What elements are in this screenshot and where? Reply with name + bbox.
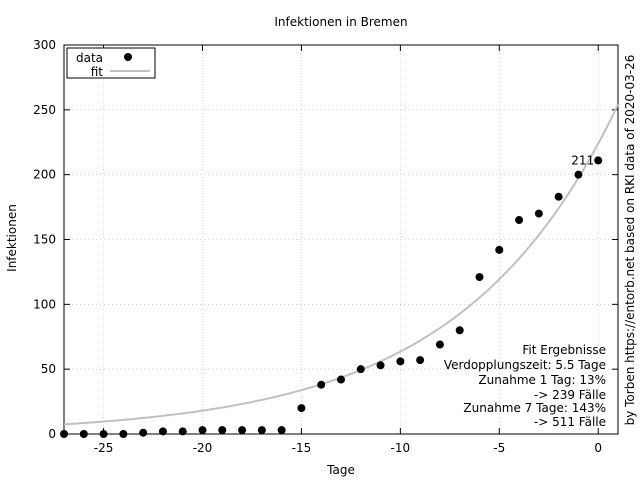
data-point [79, 430, 88, 438]
y-axis-ticks: 0 50 100 150 200 250 300 [33, 38, 618, 441]
y-tick-label: 50 [41, 362, 56, 376]
plot-frame [63, 44, 619, 435]
data-point [60, 430, 68, 438]
data-point [158, 427, 167, 436]
data-point [396, 357, 405, 366]
x-tick-label: -25 [94, 441, 114, 455]
legend-label-fit: fit [91, 65, 104, 79]
data-point [119, 430, 128, 438]
data-point [178, 427, 187, 436]
data-point [356, 365, 365, 374]
data-point [238, 426, 247, 435]
x-axis-label: Tage [326, 463, 355, 477]
x-tick-label: -5 [493, 441, 505, 455]
source-credit: by Torben https://entorb.net based on RK… [623, 55, 637, 426]
x-tick-label: -20 [193, 441, 213, 455]
data-point [376, 361, 385, 370]
x-tick-label: -10 [391, 441, 411, 455]
legend-label-data: data [76, 51, 103, 65]
data-point [534, 209, 543, 218]
data-point [277, 426, 286, 435]
y-tick-label: 0 [48, 427, 56, 441]
data-series [60, 156, 603, 438]
data-point [594, 156, 603, 165]
annotation-line-4: -> 239 Fälle [534, 388, 606, 402]
y-tick-label: 300 [33, 38, 56, 52]
y-tick-label: 100 [33, 297, 56, 311]
legend: data fit [66, 47, 156, 79]
data-point [139, 428, 148, 437]
y-axis-label: Infektionen [5, 204, 19, 272]
data-point [554, 192, 563, 201]
legend-box [66, 47, 156, 79]
y-tick-label: 200 [33, 168, 56, 182]
annotation-line-3: Zunahme 1 Tag: 13% [478, 373, 606, 387]
annotation-line-2: Verdopplungszeit: 5.5 Tage [444, 358, 606, 372]
fit-results: Fit Ergebnisse Verdopplungszeit: 5.5 Tag… [444, 343, 606, 429]
data-point [317, 380, 326, 389]
annotation-line-6: -> 511 Fälle [534, 415, 606, 429]
data-point [515, 216, 524, 225]
point-label: 211 [571, 153, 594, 167]
data-point [99, 430, 108, 438]
grid [64, 45, 618, 434]
data-point [297, 404, 306, 413]
x-tick-label: -15 [292, 441, 312, 455]
data-point [218, 426, 227, 435]
data-point [337, 375, 345, 384]
data-point [198, 426, 207, 435]
data-point [416, 356, 425, 365]
y-tick-label: 150 [33, 233, 56, 247]
data-point [455, 326, 464, 335]
data-point [574, 170, 583, 179]
chart-title: Infektionen in Bremen [274, 15, 407, 29]
legend-marker-data [124, 53, 132, 61]
annotation-line-1: Fit Ergebnisse [522, 343, 606, 357]
x-tick-label: 0 [594, 441, 602, 455]
data-point [257, 426, 266, 435]
y-tick-label: 250 [33, 103, 56, 117]
annotation-line-5: Zunahme 7 Tage: 143% [463, 401, 606, 415]
x-axis-ticks: -25 -20 -15 -10 -5 0 [94, 45, 602, 455]
data-point [495, 245, 504, 254]
data-point [475, 273, 484, 282]
data-point [435, 340, 444, 349]
